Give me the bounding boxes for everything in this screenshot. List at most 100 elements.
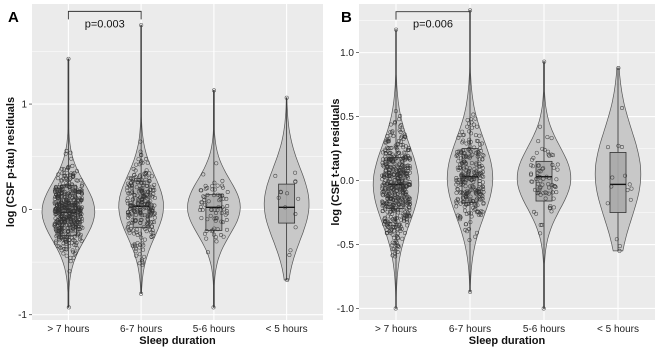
data-point	[402, 202, 407, 207]
data-point	[469, 161, 474, 166]
data-point	[62, 190, 67, 194]
data-point	[480, 157, 485, 162]
data-point	[70, 175, 75, 179]
data-point	[471, 122, 476, 127]
data-point	[463, 208, 467, 213]
data-point	[73, 224, 78, 229]
data-point	[63, 238, 68, 243]
data-point	[480, 193, 485, 198]
data-point	[403, 191, 408, 196]
data-points	[52, 56, 85, 310]
data-point	[467, 140, 472, 145]
data-point	[403, 184, 408, 188]
data-point	[463, 172, 468, 177]
data-point	[407, 170, 412, 175]
data-point	[144, 171, 149, 176]
data-point	[76, 219, 81, 224]
data-point	[455, 186, 460, 191]
data-point	[129, 176, 134, 181]
data-point	[53, 241, 58, 246]
data-point	[395, 176, 400, 180]
data-point	[464, 178, 469, 183]
data-point	[199, 216, 204, 221]
data-point	[54, 234, 59, 239]
data-point	[460, 179, 465, 184]
data-point	[151, 231, 156, 236]
data-point	[77, 205, 82, 210]
data-point	[143, 170, 148, 175]
data-point	[198, 188, 203, 193]
data-point	[380, 192, 385, 197]
data-point	[457, 215, 462, 220]
data-point	[148, 220, 153, 225]
data-point	[148, 199, 153, 204]
data-point	[129, 183, 134, 188]
data-point	[64, 181, 69, 186]
data-point	[149, 203, 154, 207]
data-point	[454, 204, 459, 209]
data-point	[135, 193, 140, 198]
data-point	[67, 216, 72, 221]
data-point	[555, 167, 560, 172]
data-point	[463, 168, 468, 173]
data-point	[536, 181, 540, 186]
data-point	[467, 227, 472, 231]
data-point	[142, 254, 147, 259]
data-point	[394, 243, 399, 247]
data-point	[152, 188, 157, 193]
data-point	[476, 150, 481, 155]
data-point	[395, 172, 400, 176]
data-point	[474, 169, 478, 174]
data-point	[138, 139, 143, 144]
data-point	[132, 173, 137, 178]
data-point	[206, 199, 211, 204]
data-point	[383, 215, 387, 220]
data-point	[408, 166, 412, 171]
data-point	[79, 197, 83, 202]
data-point	[389, 166, 394, 170]
data-point	[551, 153, 555, 158]
data-point	[200, 207, 205, 212]
data-point	[384, 228, 389, 233]
data-point	[609, 184, 614, 189]
data-point	[384, 203, 389, 208]
data-point	[284, 95, 289, 100]
data-point	[67, 269, 72, 274]
data-point	[283, 205, 288, 210]
data-point	[380, 157, 385, 162]
data-point	[208, 213, 213, 218]
x-tick-label: < 5 hours	[597, 324, 639, 335]
data-point	[72, 224, 77, 229]
data-point	[627, 182, 632, 187]
data-point	[380, 150, 385, 155]
x-tick-label: 5-6 hours	[193, 324, 235, 335]
data-point	[546, 191, 551, 196]
data-point	[77, 189, 82, 194]
data-point	[64, 247, 69, 252]
data-point	[214, 161, 219, 166]
data-point	[383, 149, 388, 154]
p-value-label: p=0.003	[85, 18, 125, 30]
data-point	[467, 148, 472, 153]
data-point	[529, 179, 534, 184]
data-point	[76, 213, 81, 218]
data-point	[150, 188, 155, 193]
data-point	[464, 202, 468, 207]
data-point	[383, 167, 388, 172]
data-point	[128, 201, 133, 205]
data-point	[394, 233, 399, 238]
data-point	[479, 196, 484, 201]
data-point	[398, 207, 403, 212]
data-point	[74, 169, 79, 174]
data-point	[614, 237, 619, 242]
data-point	[467, 121, 471, 126]
data-point	[149, 210, 154, 215]
data-point	[454, 176, 459, 180]
data-point	[66, 164, 71, 169]
data-point	[293, 170, 298, 175]
data-point	[407, 212, 411, 217]
data-point	[135, 180, 140, 185]
data-point	[455, 149, 460, 154]
data-point	[470, 184, 475, 188]
